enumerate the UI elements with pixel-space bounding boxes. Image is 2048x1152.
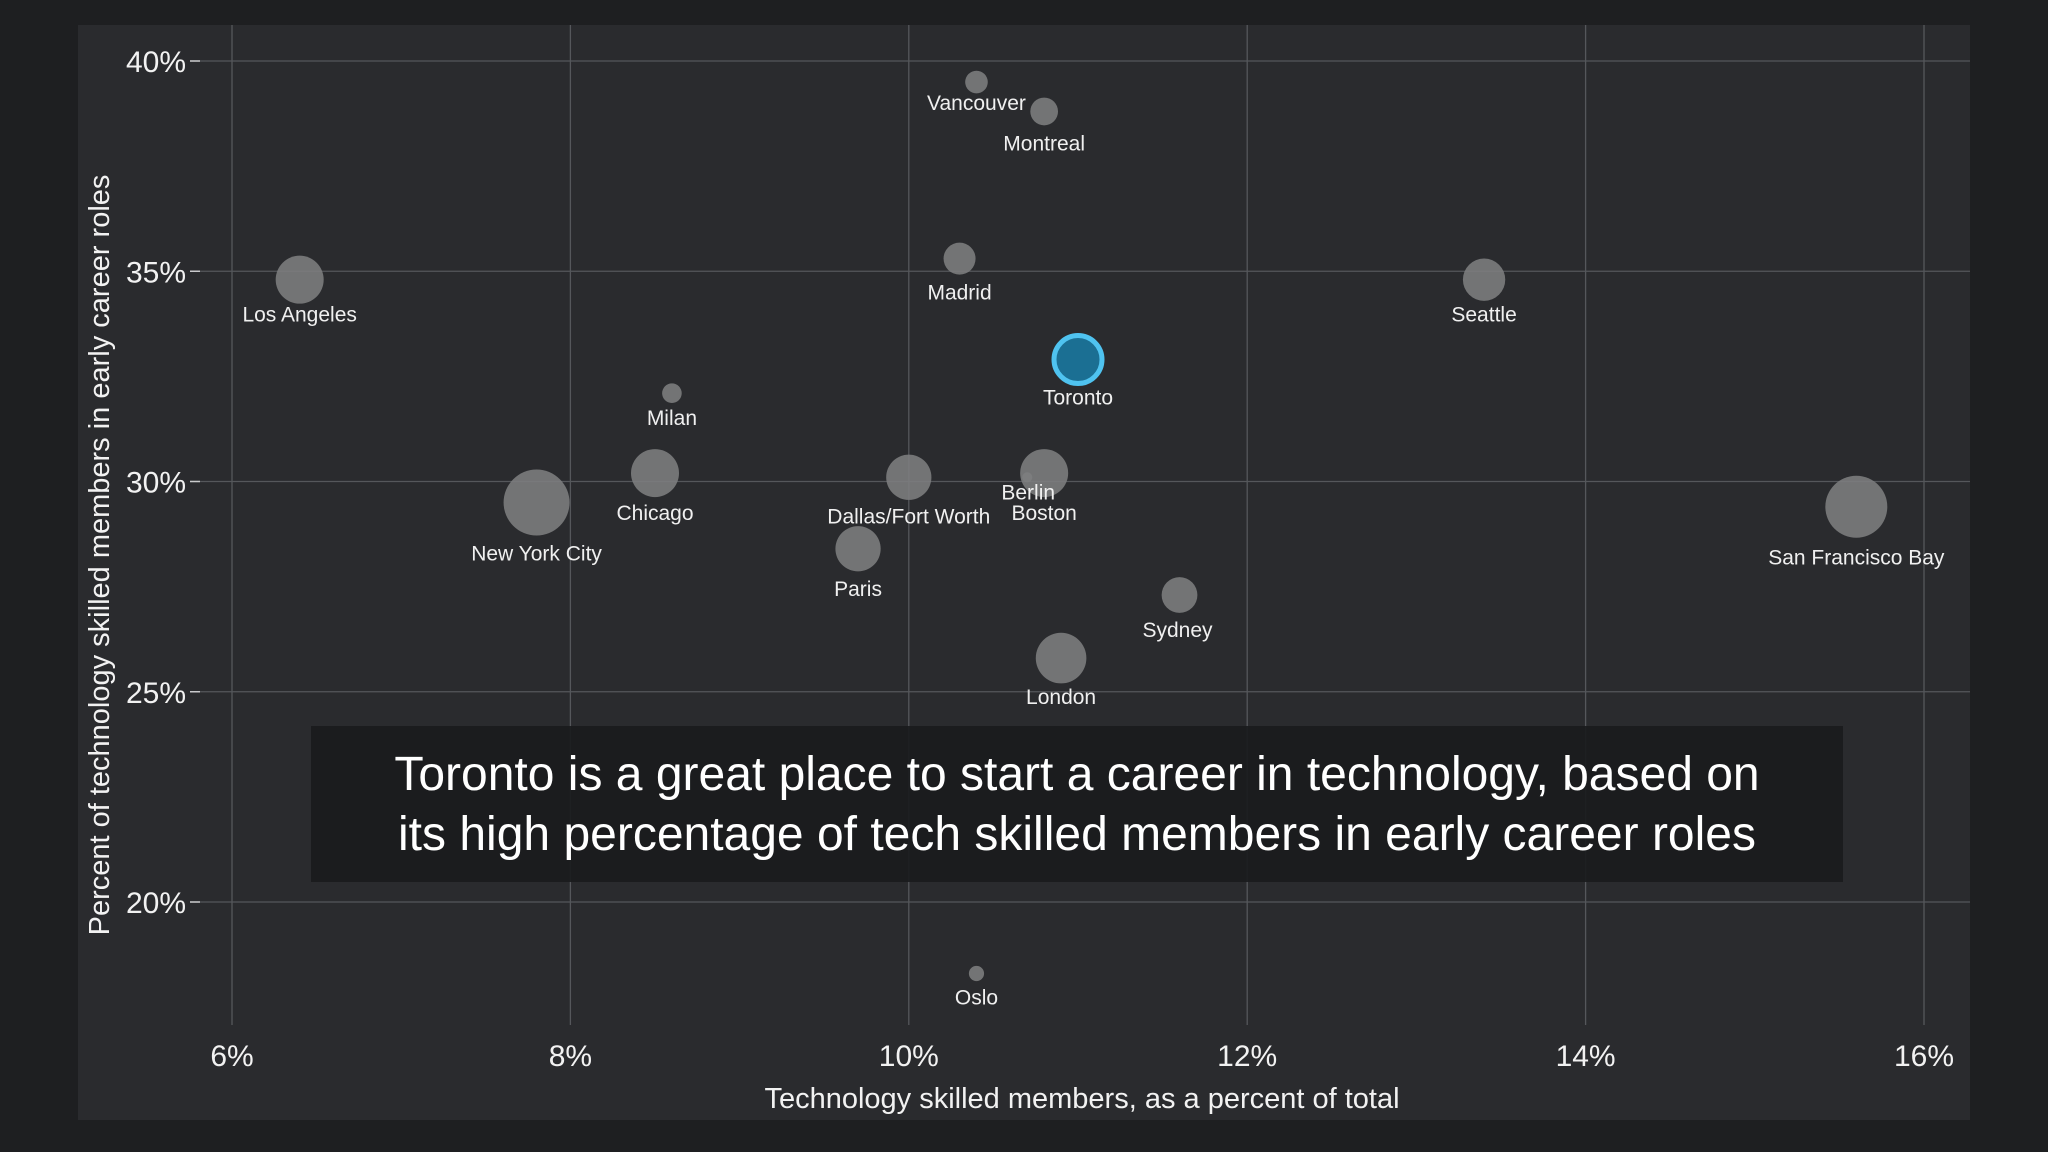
point-label: Sydney <box>1142 619 1213 642</box>
x-tick-label: 16% <box>1894 1040 1954 1073</box>
point-label: Madrid <box>927 282 991 305</box>
bubble-point <box>631 449 679 498</box>
caption-box: Toronto is a great place to start a care… <box>311 726 1843 882</box>
y-tick-label: 20% <box>126 887 186 920</box>
caption-line-1: Toronto is a great place to start a care… <box>394 748 1760 801</box>
bubble-point <box>943 242 976 275</box>
bubble-point <box>1030 97 1059 126</box>
point-label: Chicago <box>616 502 693 525</box>
point-label: San Francisco Bay <box>1768 547 1945 570</box>
bubble-point <box>835 526 881 572</box>
bubble-point <box>1020 449 1069 498</box>
point-label: Dallas/Fort Worth <box>827 505 990 528</box>
point-label: Los Angeles <box>242 304 356 327</box>
point-label: New York City <box>471 543 602 566</box>
bubble-chart: 40% 35% 30% 25% 20% 6% 8% 10% 12% 14% 16% Technolog… <box>84 25 1970 1115</box>
point-label: Paris <box>834 578 882 601</box>
y-tick-label: 35% <box>126 256 186 289</box>
bubble-point <box>1035 632 1087 684</box>
y-axis-title: Percent of technology skilled members in… <box>84 175 116 936</box>
bubble-point <box>1462 258 1506 301</box>
point-label: Toronto <box>1043 387 1113 410</box>
x-tick-label: 14% <box>1556 1040 1616 1073</box>
bubble-point <box>662 383 682 403</box>
x-tick-label: 8% <box>549 1040 592 1073</box>
x-tick-label: 6% <box>210 1040 253 1073</box>
y-tick-label: 25% <box>126 677 186 710</box>
point-label: Vancouver <box>927 92 1026 115</box>
point-label: Milan <box>647 407 697 430</box>
point-label: Montreal <box>1003 132 1085 155</box>
bubble-point <box>275 255 324 304</box>
point-label: Berlin <box>1001 481 1055 504</box>
bubble-point <box>1051 333 1105 387</box>
caption-line-2: its high percentage of tech skilled memb… <box>398 808 1756 861</box>
bubble-point <box>503 469 570 536</box>
bubble-point <box>886 454 932 500</box>
bubble-point <box>1825 475 1888 538</box>
point-label: London <box>1026 686 1096 709</box>
chart-panel: 40% 35% 30% 25% 20% 6% 8% 10% 12% 14% 16% Technolog… <box>78 25 1970 1120</box>
point-label: Oslo <box>955 986 998 1009</box>
bubble-point <box>968 965 985 982</box>
y-tick-label: 40% <box>126 46 186 79</box>
bubble-point <box>965 70 988 94</box>
point-label: Boston <box>1011 502 1076 525</box>
x-axis-title: Technology skilled members, as a percent… <box>764 1083 1399 1115</box>
x-tick-label: 12% <box>1217 1040 1277 1073</box>
y-tick-label: 30% <box>126 467 186 500</box>
bubble-point <box>1161 577 1198 613</box>
x-tick-label: 10% <box>879 1040 939 1073</box>
point-label: Seattle <box>1451 304 1516 327</box>
